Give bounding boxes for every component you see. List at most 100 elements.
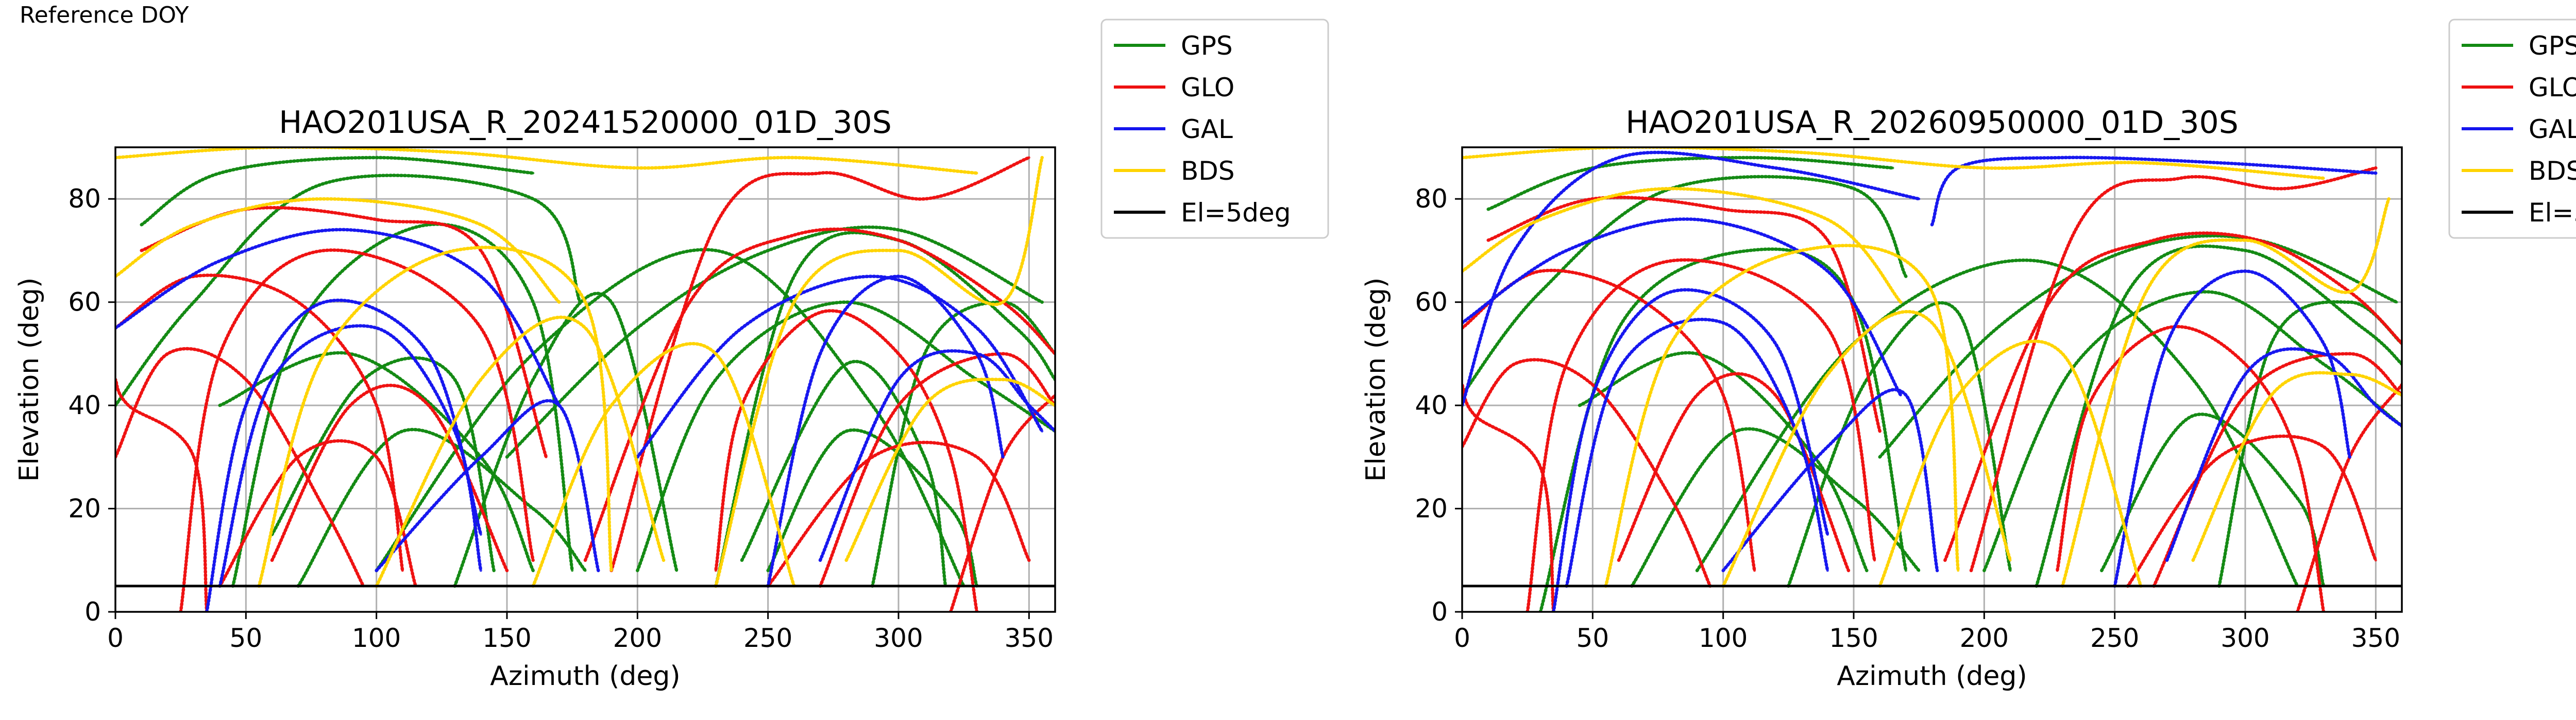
chart2-gal-track-solid: [1552, 288, 1829, 612]
chart1-x-tick-label: 200: [613, 623, 662, 653]
chart1-gps-track-solid: [505, 226, 1044, 458]
chart1-gal-track-solid: [636, 275, 1044, 458]
chart1-gal-track: [115, 228, 561, 407]
chart1-title: HAO201USA_R_20241520000_01D_30S: [279, 105, 892, 141]
chart1-x-tick-label: 250: [743, 623, 792, 653]
chart2-glo-track-solid: [1617, 372, 1850, 572]
chart2-series-group: [1462, 147, 2402, 612]
chart1-bds-track-solid: [714, 156, 1044, 588]
chart1-bds-track-solid: [845, 378, 1055, 562]
chart2-bds-track-solid: [1722, 310, 2012, 588]
chart1-gps-track-solid: [231, 222, 574, 588]
chart1-y-tick-label: 60: [68, 287, 101, 317]
chart2-x-tick-label: 350: [2351, 623, 2400, 653]
chart2-bds-track-solid: [1878, 340, 2142, 588]
chart1-gps-track: [714, 231, 1055, 588]
chart1-glo-track: [714, 309, 979, 612]
chart2-glo-track-solid: [2296, 383, 2402, 612]
chart1-y-tick-label: 20: [68, 494, 101, 524]
chart2-gal-track-solid: [1462, 151, 1921, 407]
chart1-y-tick-label: 40: [68, 390, 101, 420]
chart1-bds-track-solid: [375, 316, 665, 588]
chart1-y-tick-label: 0: [84, 597, 101, 627]
chart2-y-tick-label: 60: [1415, 287, 1448, 317]
chart2-x-tick-label: 200: [1960, 623, 2009, 653]
chart1-bds-track-solid: [258, 246, 613, 588]
chart2-bds-track-solid: [1462, 187, 1902, 304]
chart1-bds-track-solid: [115, 197, 561, 304]
chart1-gps-track-solid: [115, 174, 582, 407]
chart2-x-tick-label: 150: [1829, 623, 1878, 653]
chart1-x-tick-label: 300: [874, 623, 923, 653]
chart2-gal-track-solid: [1722, 388, 1939, 572]
chart1-glo-track-solid: [584, 228, 1055, 562]
chart1-legend-label: GLO: [1181, 73, 1234, 102]
chart2-gal-track: [2165, 347, 2402, 562]
reference-doy-label: Reference DOY: [20, 2, 189, 28]
chart1-bds-track: [844, 378, 1055, 562]
chart1-glo-track-solid: [270, 384, 509, 572]
chart2-y-tick-label: 40: [1415, 390, 1448, 420]
chart2-legend-label: GLO: [2529, 73, 2576, 102]
chart1-glo-track-solid: [949, 393, 1055, 612]
chart1-legend-label: BDS: [1181, 156, 1235, 186]
chart2-bds-track-solid: [1604, 244, 1960, 588]
chart2-gps-track-solid: [1578, 351, 1868, 572]
chart1-legend-label: GAL: [1181, 114, 1233, 144]
chart1-glo-track-solid: [115, 378, 208, 612]
chart1-glo-track-solid: [179, 249, 535, 612]
chart1-gps-track: [140, 156, 535, 227]
chart2-glo-track-solid: [1462, 269, 1756, 572]
chart1-legend-box: [1100, 19, 1329, 239]
chart2-glo-track-solid: [1462, 358, 1711, 588]
chart1-x-tick-label: 50: [230, 623, 263, 653]
chart1-series-group: [115, 147, 1055, 612]
chart1-x-tick-label: 0: [107, 623, 124, 653]
chart1-glo-track-solid: [767, 441, 1030, 588]
chart2-x-tick-label: 300: [2221, 623, 2269, 653]
chart2-title: HAO201USA_R_20260950000_01D_30S: [1625, 105, 2239, 141]
chart2-glo-track-solid: [2056, 325, 2325, 612]
chart2-y-axis-label: Elevation (deg): [1361, 278, 1392, 482]
chart2-glo-track-solid: [1526, 259, 1876, 612]
chart2-gal-track-solid: [1565, 318, 1829, 588]
chart1-gps-track: [505, 225, 1044, 459]
chart2-glo-track-solid: [2126, 435, 2377, 588]
chart2-x-tick-label: 250: [2090, 623, 2139, 653]
chart2-legend-label: BDS: [2529, 156, 2576, 186]
chart1-gps-track-solid: [453, 292, 678, 588]
chart2-glo-track-solid: [1462, 383, 1555, 612]
chart1-gal-track-solid: [205, 299, 482, 612]
chart2-legend-label: GAL: [2529, 114, 2576, 144]
chart2-glo-track-solid: [1970, 166, 2377, 572]
chart2-gal-track-solid: [2165, 347, 2402, 562]
chart2-gps-track: [1982, 290, 2402, 573]
chart1-bds-track-solid: [532, 342, 795, 588]
chart2-y-tick-label: 20: [1415, 494, 1448, 524]
chart1-x-tick-label: 150: [482, 623, 531, 653]
chart1-x-axis-label: Azimuth (deg): [490, 661, 680, 692]
chart2-gal-track-solid: [2113, 269, 2351, 588]
chart1-legend-label: GPS: [1181, 31, 1233, 61]
chart2-x-tick-label: 50: [1577, 623, 1609, 653]
chart2-bds-track-solid: [2192, 371, 2402, 562]
chart2-glo-track: [2296, 383, 2402, 612]
chart1-gps-track-solid: [140, 156, 535, 226]
chart1-gps-track-solid: [636, 301, 1055, 572]
chart2-gps-track-solid: [1487, 156, 1894, 211]
chart2-gps-track-solid: [1982, 290, 2402, 572]
chart2-gps-track-solid: [1630, 427, 1921, 588]
chart1-gps-track-solid: [714, 231, 1055, 588]
chart1-gps-track: [740, 359, 947, 588]
chart1-plot: 0 50 100 150 200 250 300 350 0 20 40 60 80 HAO201USA_…: [14, 19, 1329, 692]
chart1-gps-track-solid: [740, 360, 947, 588]
chart1-gal-track-solid: [375, 399, 600, 572]
chart1-glo-track-solid: [218, 439, 417, 588]
chart1-y-tick-label: 80: [68, 184, 101, 214]
chart2-gal-track: [1552, 288, 1829, 612]
chart2-bds-track: [1878, 339, 2143, 588]
chart2-x-tick-label: 100: [1699, 623, 1748, 653]
chart2-plot: 0 50 100 150 200 250 300 350 0 20 40 60 80 HAO201USA_…: [1361, 19, 2576, 692]
chart1-axes-frame: [114, 146, 1056, 613]
